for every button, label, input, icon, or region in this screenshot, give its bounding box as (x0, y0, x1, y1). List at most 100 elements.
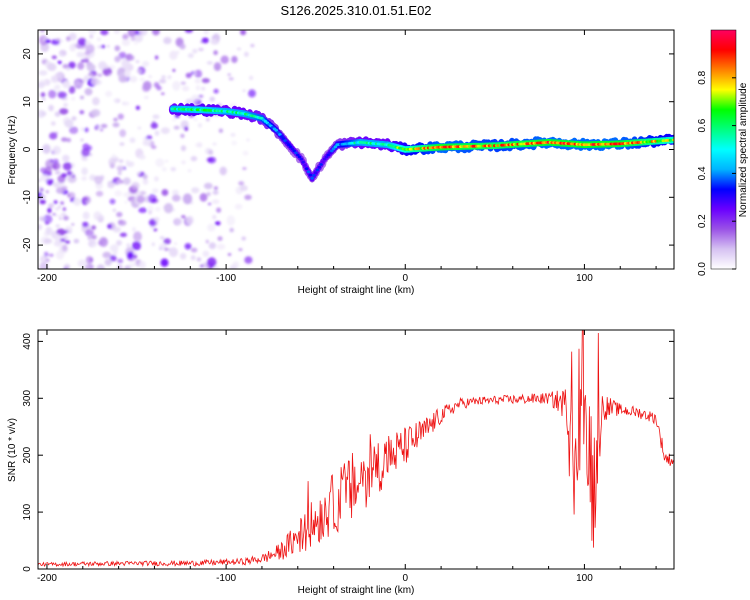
noise-speckle (147, 205, 154, 212)
noise-speckle (124, 265, 131, 269)
noise-speckle (187, 169, 192, 173)
noise-speckle (124, 69, 131, 77)
noise-speckle (68, 61, 76, 69)
noise-speckle (182, 193, 193, 205)
noise-speckle (148, 75, 152, 78)
noise-speckle (54, 233, 61, 241)
noise-speckle (89, 174, 96, 181)
noise-speckle (60, 238, 66, 243)
noise-speckle (48, 203, 54, 209)
noise-speckle (216, 207, 222, 213)
signal-core (281, 137, 286, 141)
noise-speckle (66, 170, 72, 176)
noise-speckle (100, 123, 108, 129)
noise-speckle (69, 126, 79, 134)
noise-speckle (58, 214, 63, 219)
noise-speckle (230, 133, 236, 137)
noise-speckle (90, 77, 100, 86)
noise-speckle (219, 166, 227, 176)
noise-speckle (184, 30, 193, 33)
noise-speckle (45, 190, 49, 194)
noise-speckle (172, 194, 181, 202)
noise-speckle (136, 195, 145, 204)
colorbar-gradient (710, 29, 737, 270)
noise-speckle (182, 85, 190, 92)
noise-speckle (107, 73, 112, 76)
noise-speckle (48, 89, 57, 99)
noise-speckle (180, 133, 185, 138)
noise-speckle (148, 193, 157, 204)
noise-speckle (154, 130, 160, 136)
noise-speckle (207, 223, 216, 232)
noise-speckle (98, 61, 107, 70)
signal-core (292, 149, 297, 153)
noise-speckle (43, 214, 53, 224)
noise-speckle (184, 243, 192, 250)
noise-speckle (40, 92, 46, 98)
noise-speckle (244, 194, 252, 200)
noise-speckle (59, 217, 62, 220)
signal-core (322, 157, 327, 161)
noise-speckle (44, 166, 52, 175)
spectrogram-xtick-label: -200 (37, 273, 57, 284)
snr-ytick-label: 300 (22, 390, 33, 407)
noise-speckle (85, 40, 91, 45)
noise-speckle (129, 75, 138, 83)
noise-speckle (165, 159, 169, 163)
noise-speckle (163, 37, 172, 45)
noise-speckle (39, 262, 49, 269)
noise-speckle (240, 30, 247, 36)
noise-speckle (203, 182, 213, 190)
noise-speckle (171, 118, 177, 121)
noise-speckle (126, 251, 134, 260)
noise-speckle (97, 37, 101, 42)
noise-speckle (138, 261, 146, 269)
noise-speckle (192, 72, 197, 75)
snr-x-label: Height of straight line (km) (298, 585, 415, 596)
noise-speckle (154, 176, 159, 182)
noise-speckle (48, 253, 54, 257)
colorbar-tick-label: 0.2 (697, 214, 708, 228)
signal-core (321, 160, 325, 164)
noise-speckle (117, 220, 127, 226)
noise-speckle (48, 104, 54, 112)
signal-core (315, 168, 320, 172)
noise-speckle (127, 30, 137, 38)
signal-core (333, 145, 338, 149)
noise-speckle (88, 30, 97, 35)
noise-speckle (134, 34, 143, 43)
signal-core (326, 153, 331, 157)
noise-speckle (66, 137, 72, 143)
noise-speckle (118, 51, 127, 59)
noise-speckle (160, 127, 170, 134)
colorbar-tick-label: 0.0 (697, 262, 708, 276)
noise-speckle (117, 264, 123, 269)
signal-core (306, 170, 311, 174)
noise-speckle (155, 158, 165, 168)
noise-speckle (250, 43, 255, 48)
noise-speckle (209, 96, 215, 102)
noise-speckle (116, 240, 122, 246)
noise-speckle (81, 147, 91, 157)
signal-core (296, 153, 300, 157)
noise-speckle (213, 50, 218, 56)
noise-speckle (54, 207, 60, 211)
signal-core (319, 163, 323, 166)
noise-speckle (241, 236, 246, 241)
noise-speckle (143, 192, 148, 195)
noise-speckle (142, 178, 149, 185)
noise-speckle (122, 33, 129, 41)
noise-speckle (240, 185, 248, 192)
noise-speckle (200, 264, 204, 268)
noise-speckle (201, 37, 209, 44)
noise-speckle (198, 94, 204, 98)
noise-speckle (38, 224, 43, 231)
spectrogram-ytick-label: 20 (22, 48, 33, 60)
noise-speckle (92, 243, 97, 247)
noise-speckle (181, 160, 186, 165)
noise-speckle (184, 126, 189, 131)
snr-xtick-label: -200 (37, 573, 57, 584)
noise-speckle (84, 127, 89, 133)
noise-speckle (57, 175, 66, 183)
signal-core (285, 141, 289, 145)
